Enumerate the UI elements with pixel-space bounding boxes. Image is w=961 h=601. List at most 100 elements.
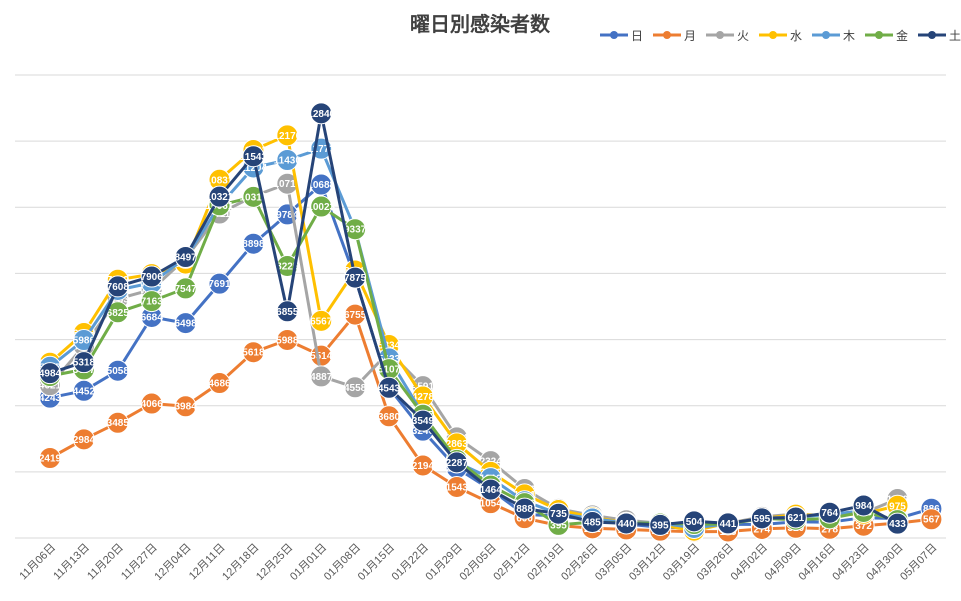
data-point: [276, 328, 299, 351]
data-label: 6755: [344, 310, 367, 321]
series-土: 4984 5318 7608 7906 8497 10321 11543 6855 12840 7…: [39, 102, 909, 536]
data-label: 3246: [412, 426, 435, 437]
data-point: [344, 266, 367, 289]
legend-label: 月: [684, 29, 696, 43]
data-point: [920, 508, 943, 531]
data-label: 5988: [276, 335, 299, 346]
data-point: [242, 341, 265, 364]
data-label: 4243: [39, 393, 62, 404]
data-label: 6855: [276, 307, 299, 318]
data-label: 9337: [344, 225, 367, 236]
data-label: 12176: [273, 131, 301, 142]
data-label: 7547: [174, 284, 197, 295]
data-label: 6567: [310, 316, 333, 327]
data-point: [106, 275, 129, 298]
data-label: 8497: [174, 252, 197, 263]
legend-item: 金: [865, 28, 908, 43]
legend-swatch-marker: [610, 31, 618, 39]
data-label: 2984: [73, 435, 96, 446]
data-point: [276, 148, 299, 171]
data-point: [649, 513, 672, 536]
data-point: [208, 272, 231, 295]
data-point: [513, 497, 536, 520]
legend-swatch-marker: [928, 31, 936, 39]
data-label: 1543: [446, 482, 469, 493]
legend-swatch-marker: [716, 31, 724, 39]
data-label: 12840: [307, 109, 335, 120]
data-label: 6684: [141, 312, 164, 323]
data-label: 10713: [273, 179, 301, 190]
data-point: [683, 510, 706, 533]
legend-swatch-marker: [822, 31, 830, 39]
data-point: [174, 277, 197, 300]
data-point: [72, 428, 95, 451]
data-label: 567: [923, 515, 940, 526]
data-label: 11204: [240, 163, 268, 174]
data-label: 764: [821, 508, 838, 519]
data-label: 274: [754, 524, 771, 535]
legend-label: 木: [843, 29, 855, 43]
data-point: [750, 507, 773, 530]
data-label: 4452: [73, 386, 96, 397]
legend-item: 土: [918, 29, 961, 43]
data-label: 433: [889, 519, 906, 530]
data-label: 3984: [174, 402, 197, 413]
data-label: 10831: [206, 175, 234, 186]
legend-label: 土: [949, 29, 961, 43]
data-label: 10688: [307, 180, 335, 191]
data-point: [310, 102, 333, 125]
data-label: 3485: [107, 418, 130, 429]
data-label: 5514: [310, 351, 333, 362]
legend-swatch-marker: [769, 31, 777, 39]
data-point: [276, 300, 299, 323]
data-label: 621: [787, 513, 804, 524]
data-label: 3680: [378, 412, 401, 423]
data-point: [276, 124, 299, 147]
data-label: 5318: [73, 358, 96, 369]
data-point: [208, 185, 231, 208]
data-label: 8898: [242, 239, 265, 250]
data-label: 975: [889, 501, 906, 512]
data-label: 10023: [307, 202, 335, 213]
data-point: [39, 362, 61, 385]
data-point: [615, 512, 638, 535]
data-label: 5986: [73, 336, 96, 347]
data-label: 6825: [107, 308, 130, 319]
data-point: [208, 372, 231, 395]
series-layer: 4243 4452 5058 6684 6498 7691 8898 9784 10688 787…: [39, 102, 943, 543]
data-point: [344, 376, 367, 399]
data-point: [547, 502, 570, 525]
data-label: 984: [855, 501, 872, 512]
data-point: [310, 309, 333, 332]
data-label: 504: [686, 517, 703, 528]
data-label: 2419: [39, 454, 62, 465]
data-label: 735: [550, 509, 567, 520]
data-label: 4558: [344, 383, 367, 394]
data-label: 10321: [206, 192, 234, 203]
data-label: 4686: [208, 379, 231, 390]
data-point: [72, 351, 95, 374]
data-label: 278: [821, 524, 838, 535]
data-point: [445, 451, 468, 474]
data-label: 4543: [378, 383, 401, 394]
data-label: 7875: [344, 273, 367, 284]
legend-item: 水: [759, 29, 802, 43]
legend: 日月火水木金土: [600, 28, 961, 43]
data-point: [479, 478, 502, 501]
data-point: [411, 409, 434, 432]
data-point: [717, 512, 739, 535]
data-label: 888: [516, 504, 533, 515]
data-point: [242, 232, 265, 255]
data-label: 3549: [412, 416, 435, 427]
data-point: [310, 195, 333, 218]
data-point: [242, 185, 265, 208]
data-point: [411, 454, 434, 477]
data-label: 395: [550, 520, 567, 531]
legend-item: 月: [653, 29, 696, 43]
data-label: 7691: [208, 279, 231, 290]
data-label: 395: [652, 520, 669, 531]
data-label: 7608: [107, 282, 130, 293]
chart-title: 曜日別感染者数: [410, 12, 551, 36]
data-label: 2194: [412, 461, 435, 472]
data-point: [310, 365, 333, 388]
